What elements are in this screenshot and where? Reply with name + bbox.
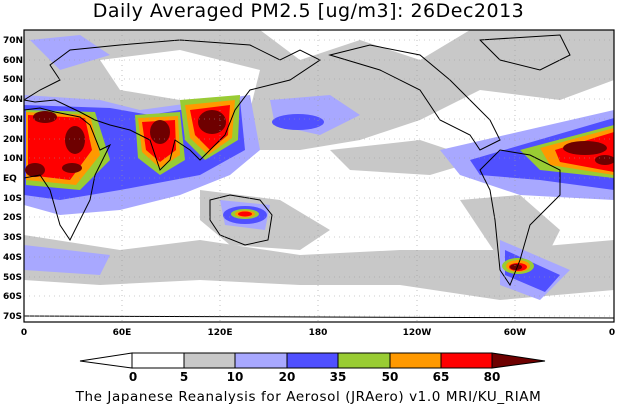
lat-axis: 70N 60N 50N 40N 30N 20N 10N EQ 10S 20S 3… — [3, 36, 23, 322]
level-above-80 — [25, 110, 614, 270]
lon-label: 0 — [21, 328, 27, 338]
colorbar-label: 20 — [279, 370, 296, 384]
lon-label: 60E — [113, 328, 132, 338]
colorbar-bin — [183, 352, 236, 369]
colorbar-tip-high — [491, 352, 546, 369]
lon-label: 120W — [403, 328, 432, 338]
footer-credit: The Japanese Reanalysis for Aerosol (JRA… — [75, 389, 542, 405]
colorbar-label: 65 — [433, 370, 450, 384]
lat-label: 30S — [3, 233, 22, 243]
lat-label: 30N — [3, 115, 23, 125]
colorbar-bin — [389, 352, 442, 369]
colorbar-label: 5 — [180, 370, 188, 384]
colorbar-label: 35 — [330, 370, 347, 384]
lon-label: 0 — [609, 328, 615, 338]
lat-label: 50S — [3, 273, 22, 283]
grid-lines — [24, 30, 614, 322]
lat-label: EQ — [3, 174, 17, 184]
lat-label: 60S — [3, 292, 22, 302]
coastlines — [24, 34, 614, 319]
map-frame — [23, 29, 615, 323]
colorbar-bin — [286, 352, 339, 369]
pm25-field — [24, 30, 614, 322]
colorbar-label: 50 — [382, 370, 399, 384]
lat-label: 70S — [3, 312, 22, 322]
colorbar-tip-low — [79, 352, 133, 369]
lat-label: 50N — [3, 75, 23, 85]
lon-label: 180 — [309, 328, 328, 338]
chart-title: Daily Averaged PM2.5 [ug/m3]: 26Dec2013 — [92, 0, 525, 22]
lon-label: 60W — [504, 328, 527, 338]
lat-label: 60N — [3, 56, 23, 66]
lon-axis: 0 60E 120E 180 120W 60W 0 — [21, 328, 615, 338]
colorbar-bin — [440, 352, 493, 369]
colorbar-label: 80 — [484, 370, 501, 384]
lat-label: 70N — [3, 36, 23, 46]
lat-label: 10N — [3, 154, 23, 164]
lat-label: 20S — [3, 213, 22, 223]
lat-label: 20N — [3, 135, 23, 145]
lat-label: 10S — [3, 194, 22, 204]
lat-label: 40S — [3, 253, 22, 263]
colorbar-label: 10 — [227, 370, 244, 384]
colorbar — [79, 352, 546, 369]
colorbar-bin — [234, 352, 288, 369]
lat-label: 40N — [3, 95, 23, 105]
lon-label: 120E — [208, 328, 233, 338]
colorbar-label: 0 — [129, 370, 137, 384]
colorbar-bin — [131, 352, 185, 369]
colorbar-bin — [337, 352, 391, 369]
colorbar-labels: 0 5 10 20 35 50 65 80 — [129, 370, 501, 384]
